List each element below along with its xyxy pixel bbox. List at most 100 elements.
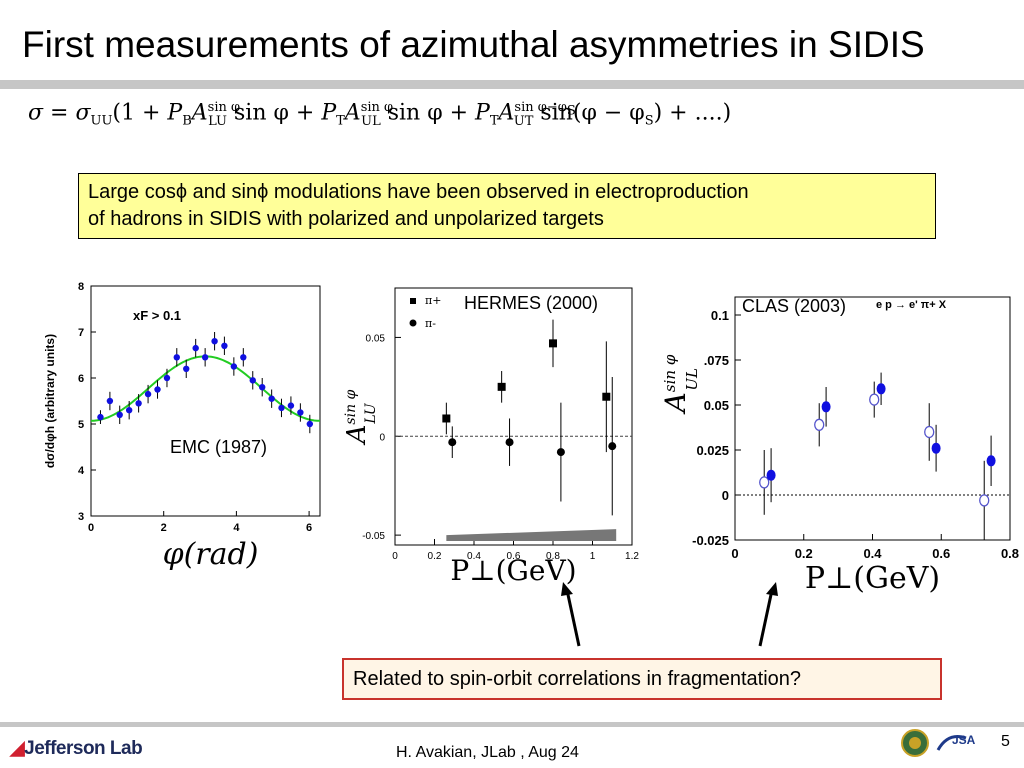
hermes-y-tick-label: -0.05 (362, 531, 385, 542)
hermes-pi-plus-point (549, 339, 557, 348)
emc-y-tick-label: 5 (78, 419, 84, 431)
clas-chart: 0 0.2 0.4 0.6 0.8-0.02500.0250.05.0750.1Asin… (659, 296, 1019, 596)
emc-data-point (306, 420, 314, 428)
hermes-y-label-sup: sin φ (343, 389, 359, 424)
clas-x-axis-label: P⊥(GeV) (805, 561, 940, 596)
emc-data-point (287, 402, 295, 409)
emc-data-point (211, 338, 218, 345)
hermes-pi-plus-point (442, 414, 451, 423)
clas-filled-point (931, 442, 941, 454)
clas-x-tick-label: 0.4 (863, 546, 882, 561)
emc-caption: EMC (1987) (170, 437, 268, 458)
emc-data-point (163, 374, 171, 382)
emc-data-point (268, 395, 275, 402)
emc-data-point (240, 354, 247, 361)
emc-x-tick-label: 2 (161, 522, 167, 534)
question-box: Related to spin-orbit correlations in fr… (342, 658, 942, 700)
hermes-chart: 0 0.2 0.4 0.6 0.8 1 1.2 -0.05 0 0.05 Asin φ LU P⊥(Ge… (342, 287, 639, 587)
emc-annotation: xF > 0.1 (133, 308, 181, 323)
clas-x-tick-label: 0 (731, 546, 738, 561)
hermes-pi-minus-point (556, 448, 565, 457)
clas-y-axis-label: Asin φ UL (659, 354, 701, 415)
emc-x-tick-label: 0 (88, 522, 94, 534)
emc-chart: 0 2 4 6 3 4 5 6 7 8 dσ/dφh (arbitrary units) φ(rad)… (43, 281, 321, 572)
clas-x-tick-label: 0.6 (932, 546, 950, 561)
clas-caption: CLAS (2003) (742, 296, 847, 316)
clas-y-tick-label: 0.025 (696, 443, 729, 458)
hermes-systematic-band (446, 529, 617, 542)
hermes-pi-minus-point (448, 438, 457, 447)
emc-data-point (297, 409, 304, 416)
clas-open-point (869, 393, 880, 406)
clas-open-point (979, 494, 990, 507)
clas-open-point (759, 476, 770, 489)
callout-line-2: of hadrons in SIDIS with polarized and u… (88, 208, 604, 230)
summary-callout: Large cosϕ and sinϕ modulations have bee… (78, 173, 936, 239)
jsa-logo-icon: JSA (952, 733, 976, 747)
logo-text: Jefferson Lab (24, 738, 143, 759)
emc-y-tick-label: 8 (78, 281, 84, 293)
clas-filled-point (986, 455, 996, 467)
clas-filled-point (821, 401, 831, 413)
hermes-pi-plus-point (602, 392, 611, 401)
title-divider (0, 80, 1024, 89)
clas-y-tick-label: 0.05 (704, 398, 729, 413)
clas-filled-point (766, 469, 776, 481)
footer-divider (0, 722, 1024, 727)
hermes-y-tick-label: 0.05 (366, 333, 386, 344)
clas-x-tick-label: 0.8 (1001, 546, 1019, 561)
clas-reaction-label: e p → e' π+ X (876, 299, 947, 311)
clas-y-tick-label: 0.1 (711, 308, 729, 323)
clas-y-tick-label: .075 (704, 353, 729, 368)
emc-x-axis-label: φ(rad) (163, 537, 259, 572)
cross-section-formula: σ = σUU(1 + PBAsin φLU sin φ + PTAsin φU… (28, 100, 732, 129)
emc-data-point (106, 397, 114, 405)
jsa-swoosh-icon (936, 735, 967, 751)
emc-data-point (97, 413, 104, 421)
emc-x-tick-label: 6 (306, 522, 312, 534)
callout-line-1: Large cosϕ and sinϕ modulations have bee… (88, 181, 749, 203)
emc-y-tick-label: 6 (78, 373, 84, 385)
hermes-caption: HERMES (2000) (464, 293, 599, 313)
arrow-left-head (561, 582, 573, 596)
jefferson-lab-logo: ◢Jefferson Lab (10, 737, 143, 760)
hermes-pi-minus-point (505, 438, 514, 447)
emc-y-axis-label: dσ/dφh (arbitrary units) (43, 334, 57, 468)
emc-data-point (249, 377, 256, 384)
hermes-y-tick-label: 0 (379, 432, 385, 443)
clas-open-point (814, 418, 825, 431)
hermes-pi-minus-point (608, 442, 617, 451)
hermes-x-tick-label: 0.6 (507, 551, 521, 562)
clas-frame (734, 296, 1011, 541)
emc-y-tick-label: 7 (78, 327, 84, 339)
emc-x-tick-label: 4 (233, 522, 240, 534)
slide-title: First measurements of azimuthal asymmetr… (22, 24, 925, 65)
hermes-x-axis-label: P⊥(GeV) (450, 554, 576, 587)
emc-y-tick-label: 4 (78, 465, 85, 477)
hermes-x-tick-label: 1.2 (625, 551, 639, 562)
hermes-x-tick-label: 0.4 (467, 551, 481, 562)
emc-data-point (183, 365, 190, 372)
hermes-pi-plus-point (497, 382, 506, 391)
emc-data-point (135, 400, 142, 407)
emc-y-tick-label: 3 (78, 511, 84, 523)
emc-frame (90, 285, 321, 517)
emc-data-point (221, 342, 228, 349)
emc-data-point (173, 354, 180, 361)
doe-seal-inner-icon (909, 737, 921, 749)
footer-author: H. Avakian, JLab , Aug 24 (396, 744, 579, 761)
hermes-legend-circle (409, 319, 417, 327)
pointer-arrows (561, 582, 778, 647)
emc-data-point (278, 404, 285, 412)
hermes-legend-square (410, 298, 416, 304)
clas-open-point (924, 425, 935, 439)
arrow-left-shaft (565, 589, 581, 647)
emc-data-point (230, 363, 238, 370)
logo-swoosh-icon: ◢ (10, 738, 25, 759)
emc-data-point (201, 354, 209, 361)
clas-y-tick-label: -0.025 (692, 533, 729, 548)
emc-data-point (259, 384, 266, 391)
clas-filled-point (876, 383, 886, 395)
arrow-right-head (766, 582, 778, 596)
clas-y-label-sub: UL (683, 368, 701, 391)
